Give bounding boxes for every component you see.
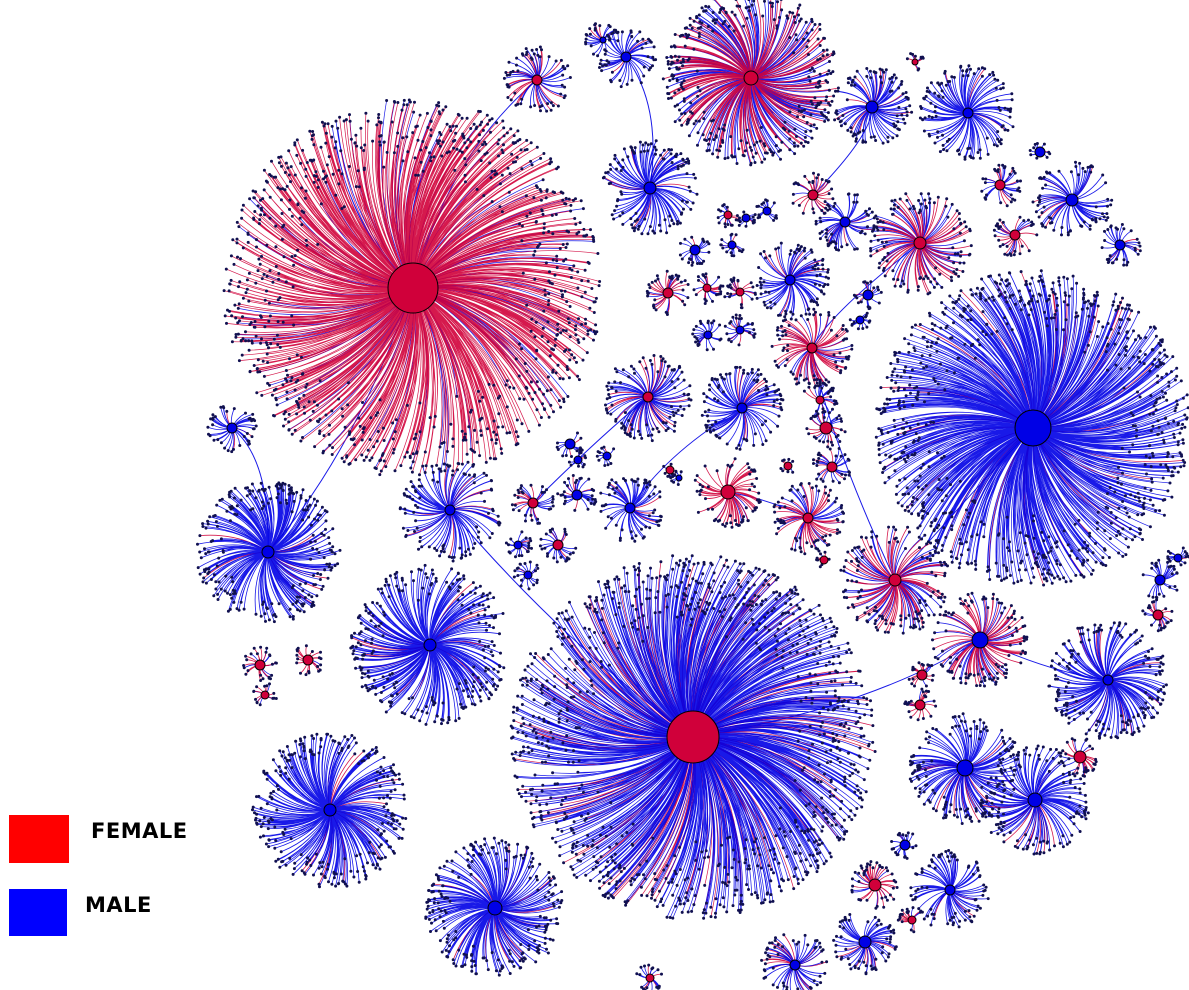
- hub-node: [956, 759, 974, 777]
- hub-node: [762, 206, 772, 216]
- hub-node: [665, 465, 675, 475]
- hub-node: [564, 438, 576, 450]
- hub-node: [599, 36, 607, 44]
- hub-node: [783, 461, 793, 471]
- hub-node: [899, 839, 911, 851]
- legend-male-label: MALE: [85, 892, 152, 917]
- hub-node: [645, 973, 655, 983]
- hub-node: [819, 555, 829, 565]
- hub-node: [789, 959, 801, 971]
- hub-node: [971, 631, 989, 649]
- hub-nodes-layer: [226, 36, 1183, 983]
- hub-node: [1073, 750, 1087, 764]
- hub-node: [962, 107, 974, 119]
- legend-female-swatch: [9, 815, 69, 863]
- hub-node: [1034, 146, 1046, 158]
- leaf-nodes-layer: [196, 0, 1189, 990]
- hub-node: [1152, 609, 1164, 621]
- hub-node: [1027, 792, 1043, 808]
- hub-node: [735, 325, 745, 335]
- hub-node: [913, 236, 927, 250]
- hub-node: [720, 484, 736, 500]
- hub-node: [815, 395, 825, 405]
- hub-node: [784, 274, 796, 286]
- hub-node: [513, 540, 523, 550]
- hub-node: [914, 699, 926, 711]
- hub-node: [858, 935, 872, 949]
- legend-female-label: FEMALE: [91, 819, 188, 843]
- hub-node: [642, 391, 654, 403]
- hub-node: [1114, 239, 1126, 251]
- hub-node: [261, 545, 275, 559]
- hub-node: [260, 690, 270, 700]
- hub-node: [1065, 193, 1079, 207]
- hub-node: [802, 512, 814, 524]
- hub-node: [994, 179, 1006, 191]
- hub-node: [819, 421, 833, 435]
- hub-node: [675, 474, 683, 482]
- hub-node: [944, 884, 956, 896]
- hub-node: [855, 315, 865, 325]
- hub-node: [743, 70, 759, 86]
- hub-node: [689, 244, 701, 256]
- hub-node: [323, 803, 337, 817]
- legend-female: FEMALE: [9, 815, 188, 863]
- hub-node: [888, 573, 902, 587]
- hub-node: [302, 654, 314, 666]
- hub-node: [735, 287, 745, 297]
- hub-node: [1009, 229, 1021, 241]
- hub-node: [254, 659, 266, 671]
- hub-node: [531, 74, 543, 86]
- hub-node: [865, 100, 879, 114]
- hub-node: [523, 570, 533, 580]
- hub-node: [807, 189, 819, 201]
- hub-node: [487, 900, 503, 916]
- legend-male-swatch: [9, 889, 67, 936]
- hub-node: [862, 289, 874, 301]
- hub-node: [620, 51, 632, 63]
- hub-node: [573, 455, 583, 465]
- hub-node: [916, 669, 928, 681]
- hub-node: [602, 451, 612, 461]
- edges-layer: [197, 0, 1189, 990]
- hub-node: [736, 402, 748, 414]
- hub-node: [1102, 674, 1114, 686]
- hub-node: [702, 283, 712, 293]
- hub-node: [703, 330, 713, 340]
- hub-node: [1014, 409, 1052, 447]
- hub-node: [387, 262, 439, 314]
- hub-node: [662, 287, 674, 299]
- hub-node: [527, 497, 539, 509]
- hub-node: [839, 216, 851, 228]
- hub-node: [571, 489, 583, 501]
- hub-node: [444, 504, 456, 516]
- hub-node: [868, 878, 882, 892]
- hub-node: [226, 422, 238, 434]
- hub-node: [911, 58, 919, 66]
- hub-node: [741, 213, 751, 223]
- hub-node: [1173, 553, 1183, 563]
- hub-node: [806, 342, 818, 354]
- hub-node: [826, 461, 838, 473]
- legend-male: MALE: [9, 889, 152, 936]
- hub-node: [723, 210, 733, 220]
- hub-node: [727, 240, 737, 250]
- hub-node: [643, 181, 657, 195]
- hub-node: [552, 539, 564, 551]
- hub-node: [1154, 574, 1166, 586]
- hub-node: [907, 915, 917, 925]
- hub-node: [666, 710, 720, 764]
- hub-node: [423, 638, 437, 652]
- hub-node: [624, 502, 636, 514]
